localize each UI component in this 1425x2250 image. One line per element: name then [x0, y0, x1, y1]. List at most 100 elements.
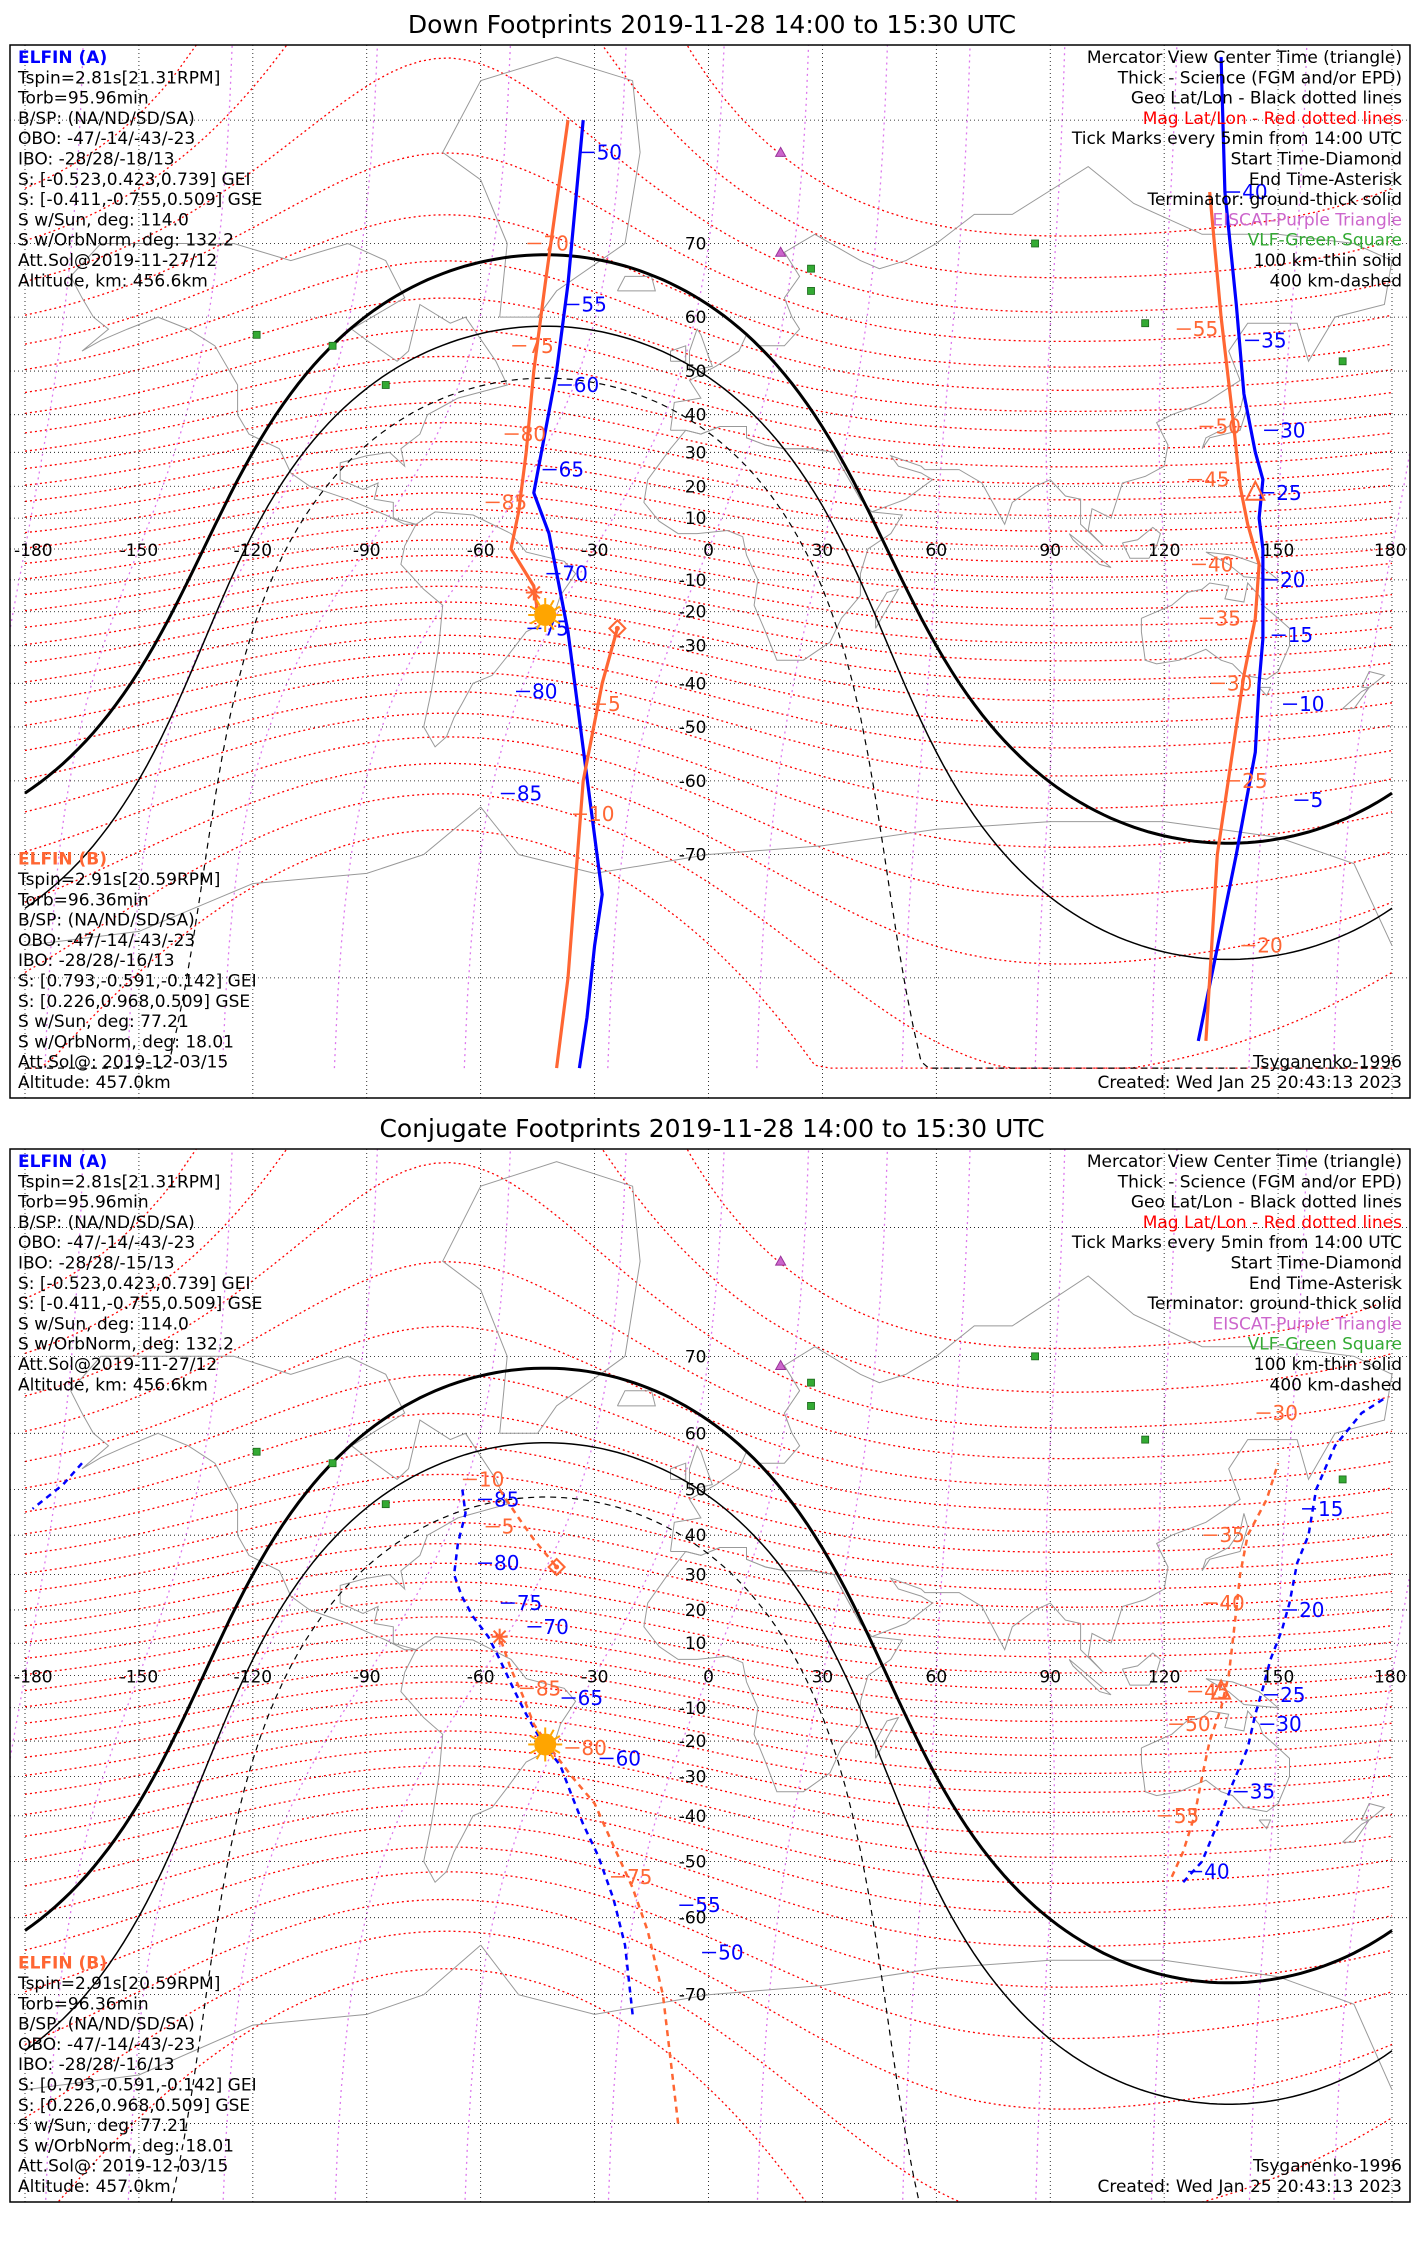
sun-ray: [549, 599, 555, 606]
elfin-a-line: S: [-0.523,0.423,0.739] GEI: [18, 170, 250, 190]
tick-label: 80: [494, 1551, 519, 1575]
tick-label: 35: [1261, 328, 1286, 352]
vlf-square: [1141, 319, 1150, 328]
lon-tick-label: 90: [1039, 1668, 1061, 1688]
tick-label: 60: [574, 373, 599, 397]
lat-tick-label: -30: [679, 637, 707, 657]
mag-lat-line: [24, 1713, 1393, 1794]
coastline: [1121, 526, 1161, 559]
mag-lat-line: [24, 1445, 1393, 1553]
tick-label: 45: [1204, 468, 1229, 492]
elfin-a-header: ELFIN (A): [18, 48, 107, 68]
elfin-b-line: S w/OrbNorm, deg: 18.01: [18, 2136, 234, 2156]
sun-ray: [549, 1729, 555, 1736]
sun-ray: [554, 1749, 561, 1754]
tick-label: 50: [1216, 414, 1241, 438]
mag-lon-line: [1248, 1149, 1308, 2202]
lat-tick-label: 70: [685, 1347, 707, 1367]
elfin-b-line: Tspin=2.91s[20.59RPM]: [17, 1974, 220, 1994]
tick-label: 20: [1280, 568, 1305, 592]
sun-ray: [549, 624, 555, 631]
vlf-square: [1338, 1475, 1347, 1484]
mag-lat-line: [24, 1562, 1393, 1642]
coastline: [670, 1275, 1393, 1673]
coastline: [1258, 1819, 1272, 1830]
mag-lon-line: [334, 1149, 627, 2202]
mag-lat-line: [24, 1930, 1393, 2202]
tick-label: 80: [521, 422, 546, 446]
legend-item: End Time-Asterisk: [1249, 1274, 1402, 1294]
elfin-b-line: Att.Sol@: 2019-12-03/15: [18, 2157, 228, 2177]
coastline: [1361, 670, 1386, 688]
panel-title: Conjugate Footprints 2019-11-28 14:00 to…: [379, 1114, 1044, 1143]
coastline: [1205, 1678, 1280, 1709]
panel-conj: Conjugate Footprints 2019-11-28 14:00 to…: [9, 1114, 1411, 2203]
legend-item: Geo Lat/Lon - Black dotted lines: [1131, 1193, 1402, 1213]
elfin-a-line: Att.Sol@2019-11-27/12: [18, 1355, 217, 1375]
lat-tick-label: -50: [679, 1852, 707, 1872]
map-area: 5055606570758085403530252015105510707580…: [10, 45, 1410, 1098]
coastline: [24, 806, 482, 947]
axis-labels: -180 -150 -120 -90 -60 -30 0 30 60 90 120 150 180 70 6…: [14, 234, 1406, 865]
vlf-square: [807, 1402, 815, 1410]
sun-ray: [535, 624, 541, 631]
lon-tick-label: 120: [1148, 541, 1180, 561]
elfin-b-line: Att.Sol@: 2019-12-03/15: [18, 1053, 228, 1073]
lat-tick-label: -40: [679, 1807, 707, 1827]
tick-label: 40: [1208, 552, 1233, 576]
tick-label: 55: [1193, 317, 1218, 341]
mag-lat-line: [24, 1581, 1393, 1658]
tick-label: 70: [562, 562, 587, 586]
model-name: Tsyganenko-1996: [1252, 2157, 1402, 2177]
lat-tick-label: -30: [679, 1768, 707, 1788]
tick-label: 25: [1280, 1683, 1305, 1707]
lon-tick-label: 150: [1262, 541, 1294, 561]
legend-item: Mercator View Center Time (triangle): [1087, 1152, 1402, 1172]
tick-label: 65: [578, 1686, 603, 1710]
tick-label: 5: [502, 1515, 515, 1539]
mag-lon-line: [901, 1149, 971, 2202]
lon-tick-label: -90: [353, 541, 381, 561]
tick-label: 50: [718, 1941, 743, 1965]
elfin-a-line: OBO: -47/-14/-43/-23: [18, 129, 195, 149]
tick-label: 50: [597, 140, 622, 164]
legend-item: Mag Lat/Lon - Red dotted lines: [1143, 1213, 1402, 1233]
eiscat-triangle: [774, 1359, 787, 1371]
coastline: [689, 1444, 713, 1491]
mag-lon-line: [44, 45, 233, 1069]
tick-label: 25: [1276, 481, 1301, 505]
start-diamond-center: [554, 1564, 560, 1570]
terminator-100km: [24, 1441, 1393, 2105]
lon-tick-label: -180: [14, 1668, 53, 1688]
lat-tick-label: 60: [685, 1424, 707, 1444]
elfin-a-line: Altitude, km: 456.6km: [18, 1375, 208, 1395]
track-line: [1182, 1397, 1386, 1884]
start-diamond: [607, 618, 627, 638]
elfin-b-header: ELFIN (B): [18, 850, 107, 870]
tick-label: 75: [528, 334, 553, 358]
sun-icon: [528, 1727, 563, 1762]
tick-label: 5: [1310, 788, 1323, 812]
mag-lon-line: [607, 45, 810, 1069]
sun-ray: [535, 599, 541, 606]
vlf-square: [328, 1459, 337, 1468]
lat-tick-label: -20: [679, 1732, 707, 1752]
coastline: [1361, 1802, 1386, 1821]
vlf-square: [252, 330, 261, 339]
elfin-a-line: B/SP: (NA/ND/SD/SA): [18, 109, 195, 129]
tick-label: 70: [543, 1615, 568, 1639]
tick-label: 55: [695, 1893, 720, 1917]
vlf-square: [1031, 239, 1039, 248]
mag-lat-line: [57, 1968, 807, 2202]
track-line: [1204, 191, 1261, 1041]
end-asterisk: [491, 1628, 508, 1645]
tick-label: 35: [1216, 606, 1241, 630]
coastline: [400, 511, 577, 748]
elfin-a-line: Tspin=2.81s[21.31RPM]: [17, 1172, 220, 1192]
mag-lon-line: [463, 45, 725, 1069]
tick-label: 10: [479, 1467, 504, 1491]
eiscat-triangle: [774, 1255, 787, 1266]
elfin-b-line: B/SP: (NA/ND/SD/SA): [18, 2015, 195, 2035]
tick-label: 40: [1204, 1860, 1229, 1884]
tick-label: 50: [1185, 1712, 1210, 1736]
